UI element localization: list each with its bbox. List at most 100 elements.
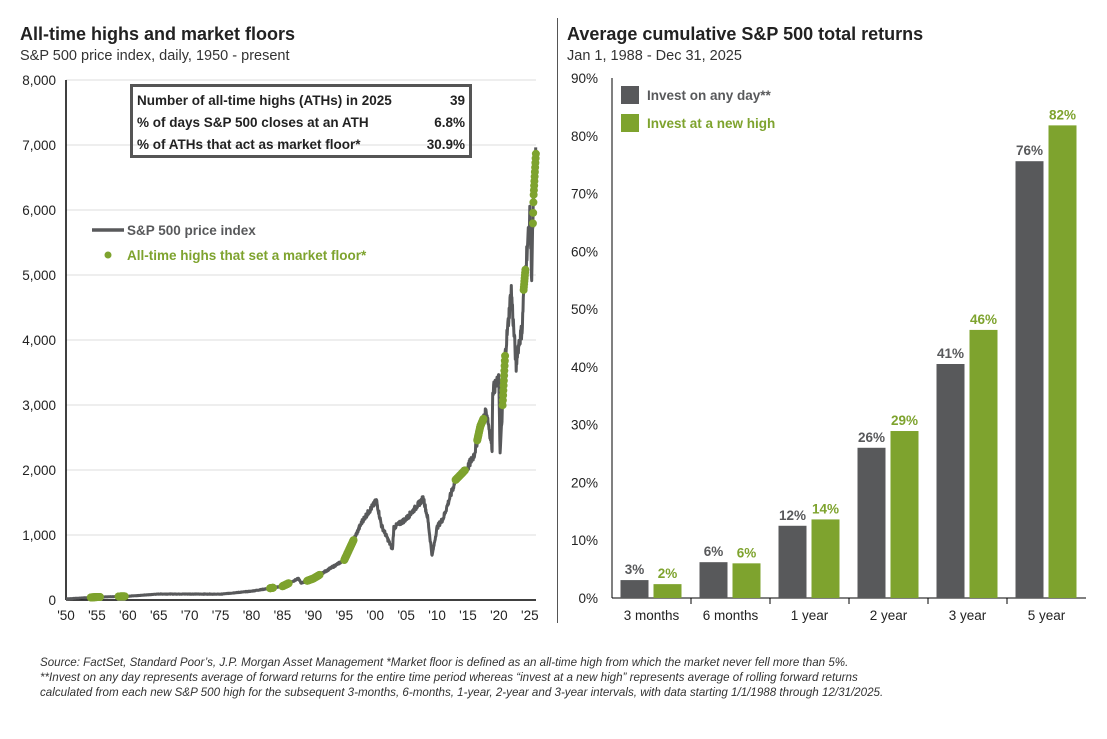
- x-tick-label: '80: [243, 608, 261, 623]
- x-tick-label: '65: [150, 608, 168, 623]
- market-floor-point: [479, 414, 488, 423]
- market-floor-point: [120, 592, 129, 601]
- y-tick-label: 20%: [571, 475, 598, 490]
- chart-divider: [557, 18, 558, 623]
- market-floor-point: [529, 208, 538, 217]
- bar: [732, 563, 761, 598]
- y-tick-label: 6,000: [22, 203, 56, 218]
- market-floor-point: [531, 149, 540, 158]
- x-tick-label: '85: [274, 608, 292, 623]
- y-tick-label: 7,000: [22, 138, 56, 153]
- data-label: 76%: [1016, 143, 1043, 158]
- stat-value: 30.9%: [426, 137, 465, 152]
- stat-value: 39: [449, 93, 465, 108]
- y-tick-label: 8,000: [22, 73, 56, 88]
- y-tick-label: 80%: [571, 129, 598, 144]
- x-tick-label: '70: [181, 608, 199, 623]
- y-tick-label: 30%: [571, 418, 598, 433]
- bar: [620, 580, 649, 598]
- y-tick-label: 50%: [571, 302, 598, 317]
- stat-row: % of days S&P 500 closes at an ATH 6.8%: [137, 112, 465, 134]
- x-tick-label: 6 months: [703, 608, 759, 623]
- data-label: 2%: [658, 566, 678, 581]
- legend-dot-swatch: [104, 251, 112, 259]
- bar: [778, 525, 807, 598]
- market-floor-point: [315, 570, 324, 579]
- data-label: 3%: [625, 562, 645, 577]
- bar: [1048, 125, 1077, 598]
- market-floor-point: [460, 466, 469, 475]
- data-label: 6%: [704, 544, 724, 559]
- y-tick-label: 0: [48, 593, 56, 608]
- x-tick-label: 1 year: [791, 608, 829, 623]
- stat-label: % of ATHs that act as market floor*: [137, 137, 361, 152]
- data-label: 14%: [812, 501, 839, 516]
- data-label: 12%: [779, 508, 806, 523]
- y-tick-label: 4,000: [22, 333, 56, 348]
- y-tick-label: 60%: [571, 244, 598, 259]
- footnote: Source: FactSet, Standard Poor’s, J.P. M…: [40, 655, 883, 700]
- data-label: 46%: [970, 312, 997, 327]
- stats-box: Number of all-time highs (ATHs) in 2025 3…: [130, 84, 472, 158]
- data-label: 41%: [937, 346, 964, 361]
- y-tick-label: 90%: [571, 71, 598, 86]
- market-floor-point: [529, 198, 538, 207]
- bar: [857, 447, 886, 598]
- x-tick-label: '95: [335, 608, 353, 623]
- market-floor-point: [269, 583, 278, 592]
- x-tick-label: 2 year: [870, 608, 908, 623]
- x-tick-label: '05: [397, 608, 415, 623]
- market-floor-point: [349, 536, 358, 545]
- data-label: 26%: [858, 430, 885, 445]
- market-floor-point: [501, 351, 510, 360]
- legend-price-index: S&P 500 price index: [127, 223, 256, 238]
- stat-row: % of ATHs that act as market floor* 30.9%: [137, 134, 465, 156]
- data-label: 6%: [737, 545, 757, 560]
- bar: [653, 584, 682, 598]
- x-tick-label: '25: [521, 608, 539, 623]
- x-tick-label: '50: [57, 608, 75, 623]
- left-chart-title: All-time highs and market floors: [20, 24, 296, 44]
- market-floor-point: [284, 579, 293, 588]
- data-label: 29%: [891, 413, 918, 428]
- bar: [969, 329, 998, 598]
- y-tick-label: 3,000: [22, 398, 56, 413]
- y-tick-label: 40%: [571, 360, 598, 375]
- x-tick-label: 3 months: [624, 608, 680, 623]
- left-chart-subtitle: S&P 500 price index, daily, 1950 - prese…: [20, 48, 290, 64]
- x-tick-label: '20: [490, 608, 508, 623]
- right-chart-subtitle: Jan 1, 1988 - Dec 31, 2025: [567, 48, 742, 64]
- sp500-price-line: [64, 147, 538, 601]
- stat-label: Number of all-time highs (ATHs) in 2025: [137, 93, 392, 108]
- x-tick-label: '75: [212, 608, 230, 623]
- x-tick-label: 5 year: [1028, 608, 1066, 623]
- footnote-line: **Invest on any day represents average o…: [40, 671, 858, 684]
- bar: [1015, 161, 1044, 598]
- legend-market-floor: All-time highs that set a market floor*: [127, 248, 367, 263]
- data-label: 82%: [1049, 107, 1076, 122]
- x-tick-label: '15: [459, 608, 477, 623]
- y-tick-label: 2,000: [22, 463, 56, 478]
- y-tick-label: 0%: [578, 591, 598, 606]
- stat-row: Number of all-time highs (ATHs) in 2025 3…: [137, 90, 465, 112]
- stat-value: 6.8%: [434, 115, 465, 130]
- x-tick-label: '00: [366, 608, 384, 623]
- x-tick-label: 3 year: [949, 608, 987, 623]
- market-floor-point: [521, 265, 530, 274]
- footnote-line: calculated from each new S&P 500 high fo…: [40, 686, 884, 699]
- bar: [699, 562, 728, 598]
- bar: [890, 431, 919, 598]
- y-tick-label: 70%: [571, 187, 598, 202]
- y-tick-label: 10%: [571, 533, 598, 548]
- bar: [936, 364, 965, 598]
- market-floor-point: [528, 219, 537, 228]
- x-tick-label: '60: [119, 608, 137, 623]
- legend-label: Invest at a new high: [647, 116, 775, 131]
- x-tick-label: '55: [88, 608, 106, 623]
- legend-label: Invest on any day**: [647, 88, 772, 103]
- y-tick-label: 5,000: [22, 268, 56, 283]
- legend-swatch: [621, 86, 639, 104]
- right-chart-title: Average cumulative S&P 500 total returns: [567, 24, 924, 44]
